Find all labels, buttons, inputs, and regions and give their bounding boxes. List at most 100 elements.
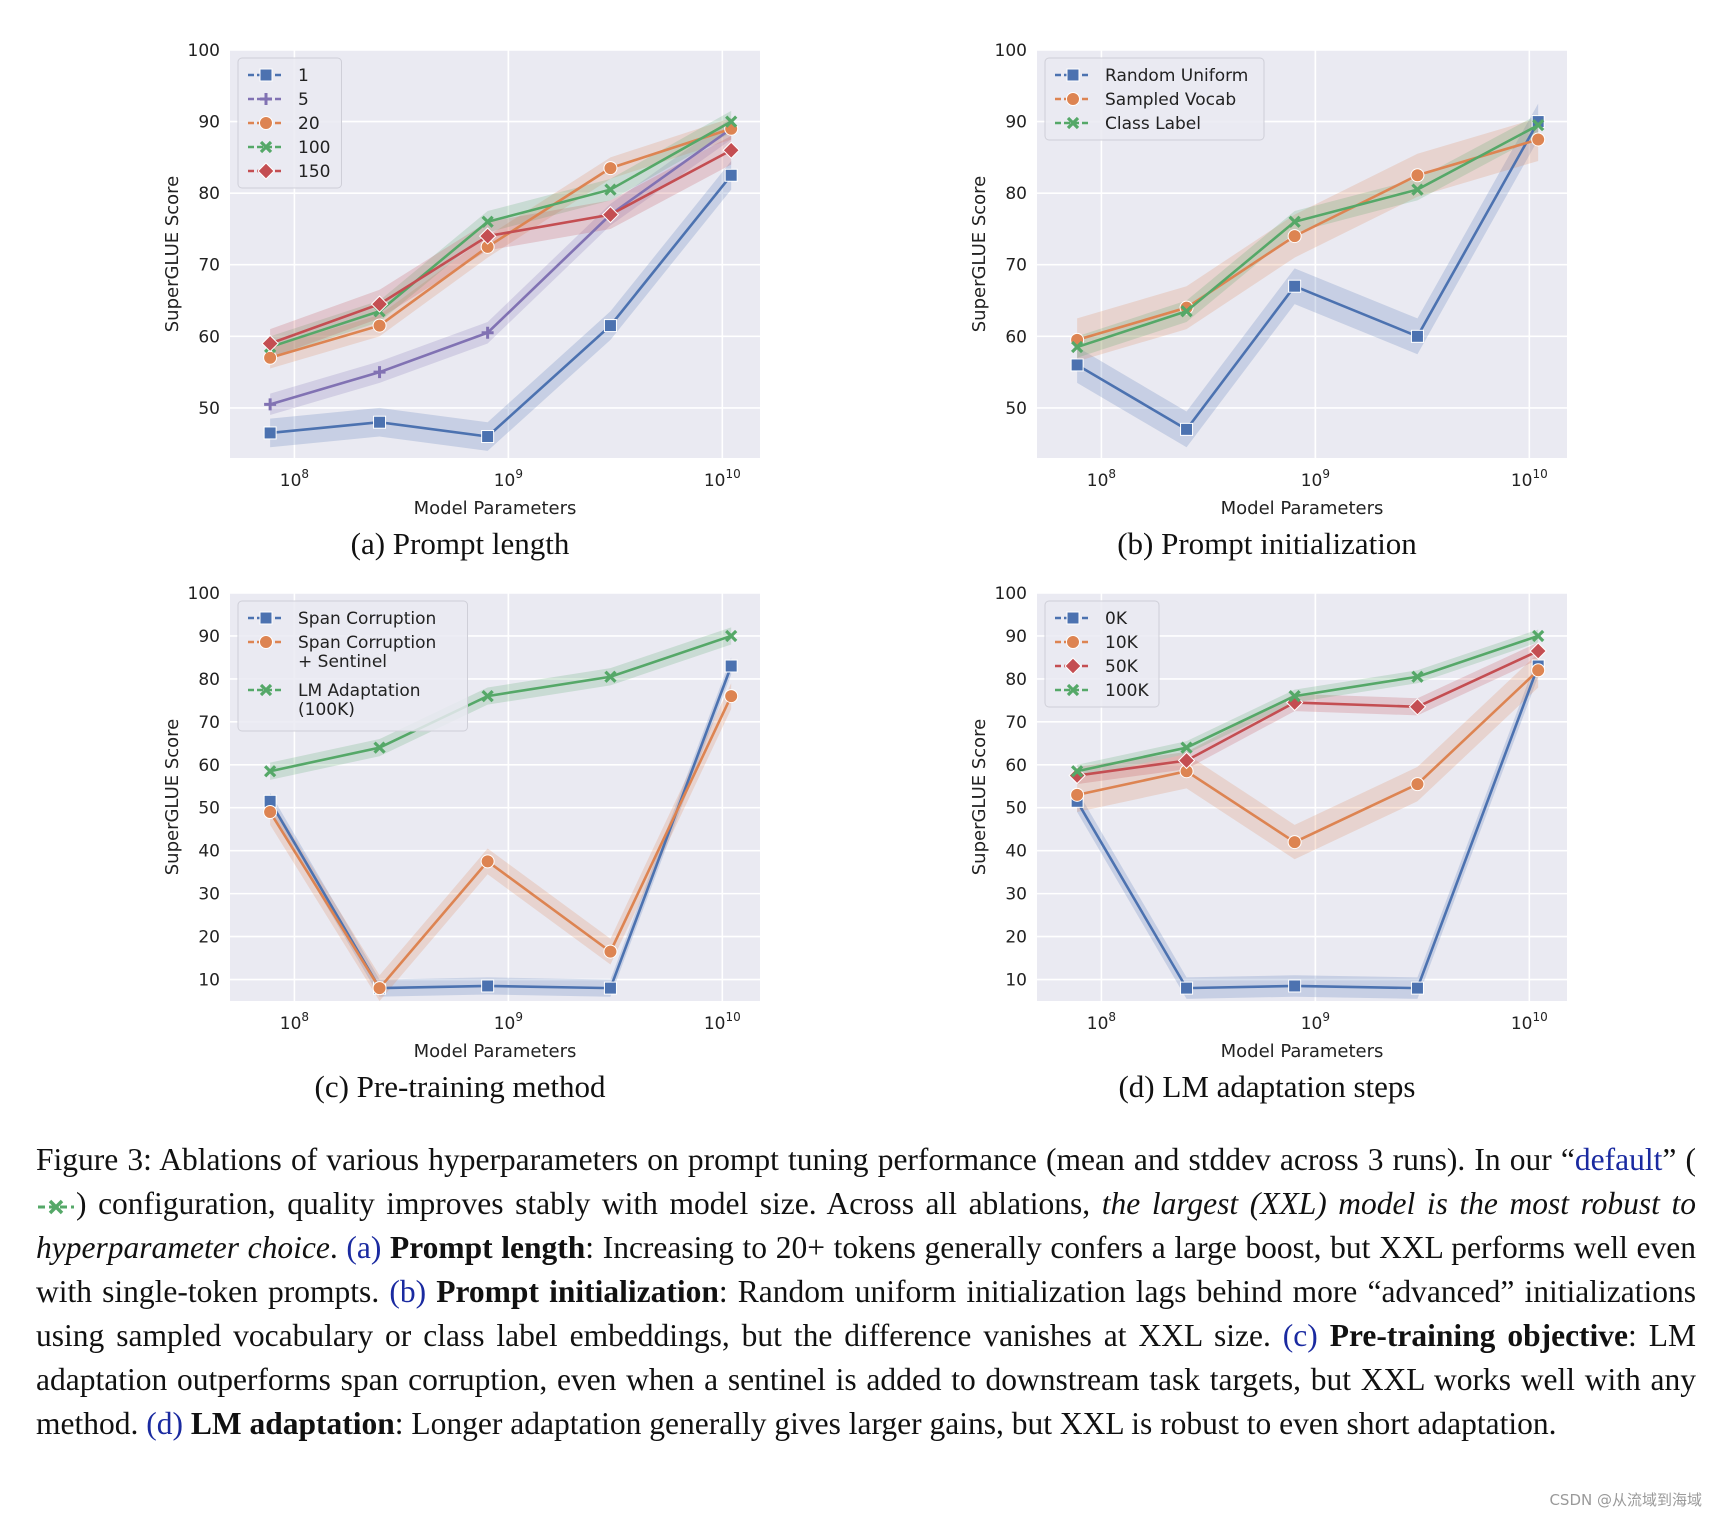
data-point — [1529, 642, 1547, 660]
panel-caption-b: (b) Prompt initialization — [1117, 526, 1417, 561]
x-tick-label: 109 — [1301, 467, 1330, 491]
data-point — [1531, 663, 1546, 678]
legend-label: 1 — [298, 66, 309, 86]
data-point — [1180, 422, 1194, 436]
data-point — [1287, 835, 1302, 850]
legend-label: + Sentinel — [298, 652, 387, 672]
y-tick-label: 90 — [1005, 627, 1027, 647]
x-tick-label: 108 — [1087, 1010, 1116, 1034]
data-point — [724, 689, 739, 704]
legend-label: LM Adaptation — [298, 681, 421, 701]
ref-b-link[interactable]: (b) — [389, 1274, 427, 1309]
legend-marker — [1066, 635, 1080, 649]
y-tick-label: 90 — [198, 627, 220, 647]
data-point — [603, 944, 618, 959]
caption-text: . — [329, 1230, 347, 1265]
data-point — [481, 689, 494, 703]
caption-lead: Figure 3: Ablations of various hyperpara… — [36, 1142, 1575, 1177]
legend-label: Span Corruption — [298, 609, 436, 629]
y-tick-label: 40 — [1005, 842, 1027, 862]
y-tick-label: 40 — [198, 842, 220, 862]
data-point — [722, 141, 740, 159]
x-tick-label: 1010 — [704, 1010, 741, 1034]
data-point — [373, 741, 386, 754]
x-tick-label: 108 — [1087, 467, 1116, 491]
ref-d-link[interactable]: (d) — [146, 1406, 183, 1441]
y-tick-label: 10 — [198, 971, 220, 991]
data-point — [1288, 979, 1302, 993]
legend-marker — [259, 140, 273, 154]
default-marker-icon — [38, 1199, 74, 1215]
default-link[interactable]: default — [1574, 1142, 1663, 1177]
data-point — [1532, 629, 1545, 643]
y-tick-label: 30 — [198, 885, 220, 905]
data-point — [1070, 787, 1085, 802]
data-point — [604, 670, 617, 683]
y-tick-label: 50 — [198, 799, 220, 819]
caption-bold-c: Pre-training objective — [1329, 1318, 1629, 1353]
y-tick-label: 100 — [995, 584, 1027, 604]
data-point — [724, 168, 738, 182]
legend-marker — [260, 93, 272, 105]
x-axis-label: Model Parameters — [414, 498, 577, 519]
legend-label: 50K — [1105, 657, 1139, 677]
legend-marker — [1066, 116, 1080, 130]
data-point — [725, 629, 738, 643]
data-point — [263, 350, 278, 365]
y-tick-label: 60 — [198, 756, 220, 776]
legend-label: 100K — [1105, 681, 1149, 701]
figure-caption: Figure 3: Ablations of various hyperpara… — [36, 1138, 1696, 1446]
caption-text: ” ( — [1662, 1142, 1696, 1177]
ref-a-link[interactable]: (a) — [346, 1230, 382, 1265]
data-point — [1177, 751, 1196, 770]
x-axis-label: Model Parameters — [414, 1041, 577, 1062]
y-tick-label: 60 — [198, 327, 220, 347]
y-axis-label: SuperGLUE Score — [162, 176, 183, 333]
stddev-band — [270, 160, 732, 451]
caption-text: : Increasing to 20+ tokens generally con… — [36, 1230, 1697, 1309]
caption-text: : LM adaptation outperforms span corrupt… — [36, 1318, 1696, 1441]
stddev-band — [270, 118, 732, 369]
data-point — [1180, 741, 1193, 754]
y-tick-label: 70 — [198, 713, 220, 733]
data-point — [481, 979, 495, 993]
caption-bold-d: LM adaptation — [190, 1406, 395, 1441]
stddev-band — [270, 118, 732, 416]
data-point — [373, 366, 386, 379]
y-tick-label: 10 — [1005, 971, 1027, 991]
y-tick-label: 70 — [1005, 256, 1027, 276]
legend-label: Sampled Vocab — [1105, 90, 1236, 110]
y-tick-label: 90 — [1005, 113, 1027, 133]
data-point — [1410, 777, 1425, 792]
legend: Random Uniform Sampled Vocab Class Label — [1044, 57, 1265, 141]
ref-c-link[interactable]: (c) — [1282, 1318, 1318, 1353]
data-point — [1410, 168, 1425, 183]
x-axis-label: Model Parameters — [1221, 1041, 1384, 1062]
data-point — [263, 805, 278, 820]
legend-marker — [259, 116, 273, 130]
y-tick-label: 90 — [198, 113, 220, 133]
data-point — [603, 161, 618, 176]
data-point — [603, 981, 617, 995]
chart-prompt-length: 50 60 70 80 90 100 108 109 1010 Model Parameters S… — [162, 41, 760, 519]
data-point — [481, 326, 494, 339]
legend-label: Class Label — [1105, 114, 1201, 134]
data-point — [1411, 670, 1424, 683]
legend-marker — [1064, 657, 1082, 675]
data-point — [604, 183, 617, 196]
y-tick-label: 60 — [1005, 327, 1027, 347]
data-point — [1288, 215, 1301, 228]
data-point — [481, 215, 494, 228]
legend-marker — [259, 68, 273, 82]
data-point — [1408, 698, 1427, 716]
legend-marker — [257, 162, 275, 180]
y-tick-label: 50 — [198, 399, 220, 419]
legend: 0K 10K 50K 100K — [1044, 600, 1160, 708]
panel-caption-a: (a) Prompt length — [350, 526, 570, 561]
legend-marker — [1066, 68, 1080, 82]
data-point — [1532, 119, 1545, 132]
data-point — [1180, 981, 1194, 995]
watermark: CSDN @从流域到海域 — [1549, 1491, 1702, 1509]
